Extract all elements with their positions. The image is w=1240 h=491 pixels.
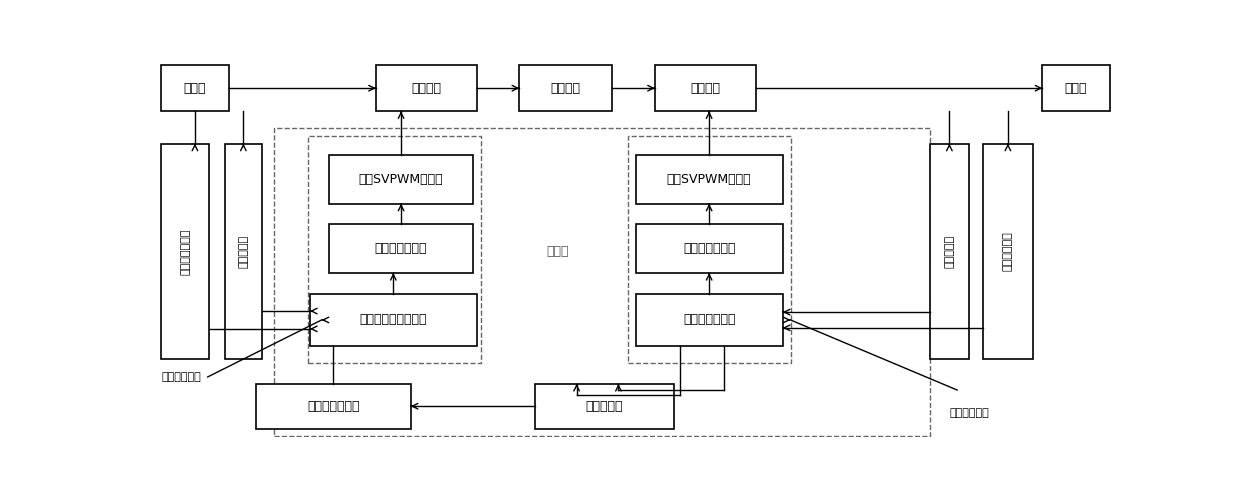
Text: 转矩电流转换器: 转矩电流转换器 (308, 400, 360, 413)
Bar (635, 224, 782, 273)
Text: 电动机编码器: 电动机编码器 (1003, 232, 1013, 272)
Text: 电机转速控制器: 电机转速控制器 (683, 313, 735, 327)
Text: 直流母线: 直流母线 (551, 82, 580, 95)
Text: 第二转换器: 第二转换器 (945, 235, 955, 268)
Bar (635, 155, 782, 204)
Text: 电动机控制器: 电动机控制器 (950, 408, 990, 418)
Bar (330, 224, 472, 273)
Bar (930, 144, 968, 359)
Text: 发动机端编码器: 发动机端编码器 (180, 228, 190, 274)
Bar (308, 136, 481, 363)
Text: 整流电路: 整流电路 (412, 82, 441, 95)
Bar (534, 384, 675, 429)
Text: 第一转换器: 第一转换器 (238, 235, 248, 268)
Text: 逆变电路: 逆变电路 (691, 82, 720, 95)
Bar (520, 65, 613, 111)
Text: 第一母线电压控制器: 第一母线电压控制器 (360, 313, 427, 327)
Bar (330, 155, 472, 204)
Bar (161, 144, 210, 359)
Text: 第一电流控制器: 第一电流控制器 (374, 242, 428, 255)
Bar (982, 144, 1033, 359)
Bar (255, 384, 410, 429)
Bar (655, 65, 755, 111)
Text: 控制器: 控制器 (547, 245, 569, 258)
Text: 发电机: 发电机 (184, 82, 206, 95)
Bar (274, 128, 930, 436)
Text: 第二SVPWM调节器: 第二SVPWM调节器 (667, 173, 751, 186)
Bar (224, 144, 262, 359)
Bar (635, 294, 782, 346)
Bar (161, 65, 228, 111)
Bar (376, 65, 476, 111)
Text: 发电机控制器: 发电机控制器 (161, 372, 201, 382)
Bar (1043, 65, 1110, 111)
Bar (627, 136, 791, 363)
Bar (310, 294, 476, 346)
Text: 电动机: 电动机 (1065, 82, 1087, 95)
Text: 转矩观测器: 转矩观测器 (585, 400, 624, 413)
Text: 第一SVPWM调节器: 第一SVPWM调节器 (358, 173, 444, 186)
Text: 第二电流控制器: 第二电流控制器 (683, 242, 735, 255)
